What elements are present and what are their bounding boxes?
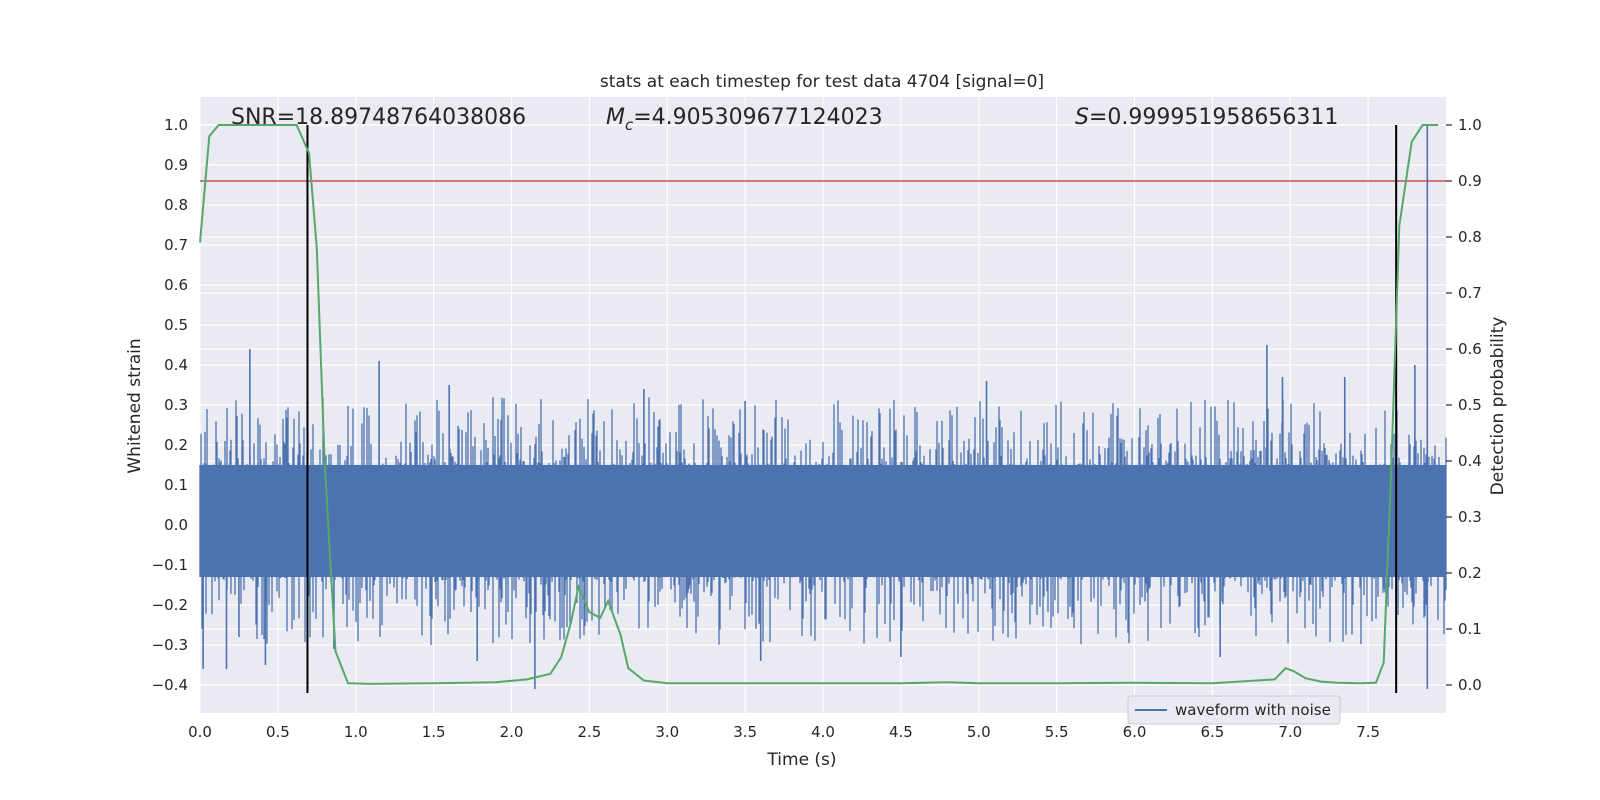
- probability-series: [199, 124, 1439, 685]
- y-left-tick-label: 0.5: [164, 316, 188, 334]
- y-left-tick-label: 0.0: [164, 516, 188, 534]
- x-tick-label: 5.5: [1045, 723, 1069, 741]
- x-tick-label: 5.0: [967, 723, 991, 741]
- x-tick-label: 3.5: [733, 723, 757, 741]
- y-left-tick-label: 0.1: [164, 476, 188, 494]
- y-right-axis-ticks: 0.0 0.1 0.2 0.3 0.4 0.5 0.6 0.7 0.8 0.9 1.0: [1446, 116, 1482, 694]
- chirp-mass-annotation: Mc=4.905309677124023: [606, 105, 883, 134]
- x-tick-label: 0.5: [266, 723, 290, 741]
- x-tick-label: 4.0: [811, 723, 835, 741]
- y-right-tick-label: 0.2: [1458, 564, 1482, 582]
- x-tick-label: 1.0: [344, 723, 368, 741]
- waveform-series: [199, 125, 1447, 689]
- y-left-tick-label: −0.3: [152, 636, 188, 654]
- x-tick-label: 2.5: [577, 723, 601, 741]
- y-right-axis-label: Detection probability: [1488, 317, 1508, 496]
- x-tick-label: 3.0: [655, 723, 679, 741]
- y-left-axis-ticks: −0.4 −0.3 −0.2 −0.1 0.0 0.1 0.2 0.3 0.4 0.5 0.6 0.7…: [152, 116, 188, 694]
- y-left-tick-label: 0.3: [164, 396, 188, 414]
- y-right-tick-label: 0.1: [1458, 620, 1482, 638]
- y-left-tick-label: 0.7: [164, 236, 188, 254]
- y-left-tick-label: −0.2: [152, 596, 188, 614]
- y-right-tick-label: 0.9: [1458, 172, 1482, 190]
- x-axis-label: Time (s): [766, 750, 836, 770]
- y-right-tick-label: 0.3: [1458, 508, 1482, 526]
- y-left-tick-label: −0.4: [152, 676, 188, 694]
- x-tick-label: 7.0: [1278, 723, 1302, 741]
- x-tick-label: 7.5: [1356, 723, 1380, 741]
- score-annotation: S=0.999951958656311: [1075, 105, 1338, 130]
- score-symbol: S: [1075, 105, 1089, 130]
- probability-line: [199, 124, 1439, 685]
- vertical-markers: [306, 125, 1398, 693]
- y-left-tick-label: 0.9: [164, 156, 188, 174]
- y-left-tick-label: −0.1: [152, 556, 188, 574]
- y-right-tick-label: 0.0: [1458, 676, 1482, 694]
- y-left-tick-label: 0.8: [164, 196, 188, 214]
- waveform-noise-trace: [199, 397, 1447, 645]
- x-tick-label: 2.0: [500, 723, 524, 741]
- y-right-tick-label: 0.7: [1458, 284, 1482, 302]
- y-left-tick-label: 0.4: [164, 356, 188, 374]
- y-right-tick-label: 0.5: [1458, 396, 1482, 414]
- legend-label-waveform: waveform with noise: [1175, 701, 1331, 719]
- chirp-mass-symbol: M: [606, 105, 625, 130]
- y-left-tick-label: 0.6: [164, 276, 188, 294]
- y-right-tick-label: 1.0: [1458, 116, 1482, 134]
- y-left-tick-label: 0.2: [164, 436, 188, 454]
- x-tick-label: 1.5: [422, 723, 446, 741]
- x-axis-ticks: 0.0 0.5 1.0 1.5 2.0 2.5 3.0 3.5 4.0 4.5 5.0 5.5 6.0 6…: [188, 723, 1380, 741]
- y-right-tick-label: 0.6: [1458, 340, 1482, 358]
- y-left-tick-label: 1.0: [164, 116, 188, 134]
- x-tick-label: 6.0: [1123, 723, 1147, 741]
- x-tick-label: 6.5: [1200, 723, 1224, 741]
- score-value: =0.999951958656311: [1089, 105, 1338, 130]
- chirp-mass-value: =4.905309677124023: [633, 105, 882, 130]
- x-tick-label: 4.5: [889, 723, 913, 741]
- x-tick-label: 0.0: [188, 723, 212, 741]
- chirp-mass-subscript: c: [625, 116, 634, 134]
- legend: waveform with noise: [1127, 695, 1341, 725]
- legend-box: [1127, 695, 1341, 725]
- snr-annotation: SNR=18.89748764038086: [231, 105, 526, 130]
- y-left-axis-label: Whitened strain: [125, 338, 145, 473]
- y-right-tick-label: 0.4: [1458, 452, 1482, 470]
- chart-title: stats at each timestep for test data 470…: [600, 72, 1044, 92]
- y-right-tick-label: 0.8: [1458, 228, 1482, 246]
